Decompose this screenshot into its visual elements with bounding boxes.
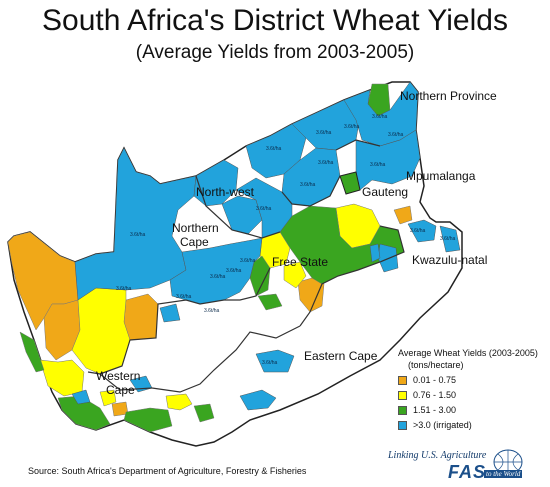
legend-swatch-green	[398, 405, 407, 415]
logo-line1: Linking U.S. Agriculture	[388, 450, 487, 461]
district-value-label: 3.6t/ha	[210, 274, 226, 280]
logo-line2: FAS	[448, 462, 487, 482]
district-value-label: 3.6t/ha	[176, 294, 192, 300]
legend-label: 0.76 - 1.50	[413, 390, 457, 400]
district-value-label: 3.6t/ha	[266, 146, 282, 152]
district-value-label: 3.6t/ha	[344, 124, 360, 130]
fas-logo: Linking U.S. Agriculture FAS to the Worl…	[388, 448, 538, 484]
yellow-district	[99, 389, 117, 407]
legend-label: 0.01 - 0.75	[413, 375, 457, 385]
orange-district	[123, 293, 159, 341]
district-labels: 3.6t/ha 3.6t/ha 3.6t/ha 3.6t/ha 3.6t/ha …	[116, 114, 456, 366]
district-value-label: 3.6t/ha	[388, 132, 404, 138]
source-note: Source: South Africa's Department of Agr…	[28, 466, 307, 476]
legend-label: >3.0 (irrigated)	[413, 420, 472, 430]
green-district	[193, 403, 215, 423]
label-western-cape-line2: Cape	[106, 383, 135, 397]
blue-district	[369, 243, 381, 263]
blue-district	[407, 219, 437, 243]
legend-label: 1.51 - 3.00	[413, 405, 457, 415]
green-district	[19, 331, 45, 373]
legend-swatch-orange	[398, 375, 407, 385]
district-value-label: 3.6t/ha	[262, 360, 278, 366]
yellow-district	[283, 261, 307, 289]
green-district	[257, 293, 283, 311]
district-value-label: 3.6t/ha	[256, 206, 272, 212]
district-value-label: 3.6t/ha	[130, 232, 146, 238]
legend-swatch-yellow	[398, 390, 407, 400]
province-boundaries	[87, 139, 405, 393]
blue-district	[74, 147, 197, 301]
label-western-cape-line1: Western	[96, 369, 140, 383]
legend-item: >3.0 (irrigated)	[398, 420, 550, 430]
district-value-label: 3.6t/ha	[372, 114, 388, 120]
logo-line3: to the World	[484, 470, 523, 478]
gauteng-outline	[339, 171, 361, 195]
district-value-label: 3.6t/ha	[318, 160, 334, 166]
blue-district	[235, 177, 293, 239]
blue-district	[239, 389, 277, 411]
label-gauteng: Gauteng	[362, 185, 408, 199]
district-value-label: 3.6t/ha	[240, 258, 256, 264]
district-value-label: 3.6t/ha	[370, 162, 386, 168]
district-value-label: 3.6t/ha	[300, 182, 316, 188]
legend-item: 0.76 - 1.50	[398, 390, 550, 400]
district-value-label: 3.6t/ha	[204, 308, 220, 314]
yellow-district	[165, 393, 193, 411]
legend-swatch-blue	[398, 420, 407, 430]
label-north-west: North-west	[196, 185, 255, 199]
label-northern-cape-line1: Northern	[172, 221, 219, 235]
label-kwazulu-natal: Kwazulu-natal	[412, 253, 487, 267]
map-title: South Africa's District Wheat Yields	[42, 4, 508, 37]
orange-district	[393, 205, 413, 225]
legend-title: Average Wheat Yields (2003-2005)	[398, 348, 538, 358]
label-northern-province: Northern Province	[400, 89, 497, 103]
yellow-district	[71, 287, 131, 375]
green-district	[123, 407, 173, 433]
label-free-state: Free State	[272, 255, 328, 269]
blue-district	[343, 81, 419, 147]
legend: Average Wheat Yields (2003-2005) (tons/h…	[398, 348, 550, 430]
blue-district	[255, 349, 295, 373]
map-subtitle: (Average Yields from 2003-2005)	[135, 42, 415, 63]
label-northern-cape-line2: Cape	[180, 235, 209, 249]
legend-item: 0.01 - 0.75	[398, 375, 550, 385]
district-value-label: 3.6t/ha	[316, 130, 332, 136]
district-value-label: 3.6t/ha	[226, 268, 242, 274]
label-eastern-cape: Eastern Cape	[304, 349, 378, 363]
district-value-label: 3.6t/ha	[440, 236, 456, 242]
label-mpumalanga: Mpumalanga	[406, 169, 476, 183]
blue-district	[169, 237, 263, 305]
blue-district	[159, 303, 181, 323]
yellow-district	[39, 359, 85, 397]
blue-district	[71, 389, 91, 405]
district-value-label: 3.6t/ha	[116, 286, 132, 292]
legend-unit: (tons/hectare)	[408, 360, 464, 370]
blue-district	[439, 225, 461, 253]
district-value-label: 3.6t/ha	[410, 228, 426, 234]
legend-item: 1.51 - 3.00	[398, 405, 550, 415]
